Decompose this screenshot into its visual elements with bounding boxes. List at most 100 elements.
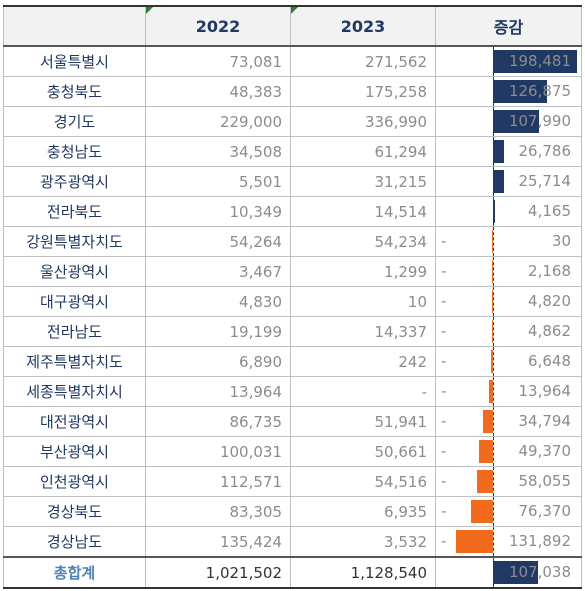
value-2022: 135,424: [145, 526, 291, 558]
table-row: 울산광역시 3,467 1,299- 2,168: [3, 256, 582, 287]
change-bar: [493, 200, 495, 223]
change-value: 131,892: [508, 532, 571, 550]
region-name: 대구광역시: [3, 286, 146, 317]
region-name: 충청북도: [3, 76, 146, 107]
change-cell: - 4,820: [435, 286, 582, 317]
change-value: 76,370: [518, 502, 572, 520]
bar-axis: [493, 527, 494, 556]
region-name: 부산광역시: [3, 436, 146, 467]
change-bar: [492, 230, 493, 253]
change-cell: - 4,862: [435, 316, 582, 347]
bar-axis: [493, 317, 494, 346]
table-row: 경상북도 83,305 6,935- 76,370: [3, 496, 582, 527]
value-2022: 10,349: [145, 196, 291, 227]
change-cell: - 58,055: [435, 466, 582, 497]
bar-axis: [493, 257, 494, 286]
table-body: 서울특별시 73,081 271,562 198,481 충청북도 48,383 175,2…: [3, 45, 582, 589]
value-2023: 336,990: [290, 106, 436, 137]
value-2023: 271,562: [290, 45, 436, 77]
region-name: 강원특별자치도: [3, 226, 146, 257]
table-row: 광주광역시 5,501 31,215 25,714: [3, 166, 582, 197]
change-cell: - 30: [435, 226, 582, 257]
value-2023: 242: [290, 346, 436, 377]
bar-axis: [493, 407, 494, 436]
bar-axis: [493, 377, 494, 406]
value-2022: 229,000: [145, 106, 291, 137]
change-value: 4,820: [528, 292, 571, 310]
change-cell: - 6,648: [435, 346, 582, 377]
table-row: 제주특별자치도 6,890 242- 6,648: [3, 346, 582, 377]
change-cell: 26,786: [435, 136, 582, 167]
negative-sign: -: [441, 472, 447, 490]
region-name: 경상남도: [3, 526, 146, 558]
change-bar: [493, 80, 547, 103]
regional-comparison-table: 2022 2023 증감 서울특별시 73,081 271,562 198,481 충청…: [3, 5, 582, 589]
change-cell: 198,481: [435, 45, 582, 77]
table-row: 대구광역시 4,830 10- 4,820: [3, 286, 582, 317]
value-2022: 3,467: [145, 256, 291, 287]
change-cell: 107,038: [435, 556, 582, 589]
bar-axis: [493, 467, 494, 496]
change-value: 126,875: [508, 82, 571, 100]
value-2023: 6,935: [290, 496, 436, 527]
header-region: [3, 5, 146, 47]
change-bar: [479, 440, 493, 463]
change-value: 34,794: [518, 412, 572, 430]
change-cell: 126,875: [435, 76, 582, 107]
value-2023: 14,514: [290, 196, 436, 227]
region-name: 광주광역시: [3, 166, 146, 197]
value-2023: 31,215: [290, 166, 436, 197]
bar-axis: [493, 287, 494, 316]
change-bar: [493, 140, 505, 163]
value-2022: 1,021,502: [145, 556, 291, 589]
value-2023: 50,661: [290, 436, 436, 467]
table-row: 부산광역시 100,031 50,661- 49,370: [3, 436, 582, 467]
change-bar: [483, 410, 493, 433]
change-bar: [493, 561, 539, 584]
change-bar: [489, 380, 493, 403]
region-name: 세종특별자치시: [3, 376, 146, 407]
negative-sign: -: [441, 532, 447, 550]
value-2023: 1,128,540: [290, 556, 436, 589]
change-bar: [493, 170, 504, 193]
change-value: 107,990: [508, 112, 571, 130]
table-row: 강원특별자치도 54,264 54,234- 30: [3, 226, 582, 257]
change-value: 26,786: [518, 142, 572, 160]
value-2022: 34,508: [145, 136, 291, 167]
region-name: 전라북도: [3, 196, 146, 227]
change-cell: - 2,168: [435, 256, 582, 287]
value-2022: 100,031: [145, 436, 291, 467]
change-bar: [476, 470, 493, 493]
region-name: 경상북도: [3, 496, 146, 527]
table-row: 세종특별자치시 13,964- -13,964: [3, 376, 582, 407]
negative-sign: -: [441, 442, 447, 460]
change-bar: [491, 350, 493, 373]
region-name: 전라남도: [3, 316, 146, 347]
negative-sign: -: [441, 352, 447, 370]
total-row: 총합계 1,021,502 1,128,540 107,038: [3, 556, 582, 589]
table-row: 전라북도 10,349 14,514 4,165: [3, 196, 582, 227]
change-value: 25,714: [518, 172, 572, 190]
value-2022: 19,199: [145, 316, 291, 347]
change-bar: [493, 50, 577, 73]
change-value: 198,481: [508, 52, 571, 70]
value-2022: 4,830: [145, 286, 291, 317]
value-2023: 61,294: [290, 136, 436, 167]
region-name: 서울특별시: [3, 45, 146, 77]
change-value: 30: [551, 232, 571, 250]
change-cell: 4,165: [435, 196, 582, 227]
change-value: 58,055: [518, 472, 572, 490]
change-bar: [491, 290, 493, 313]
change-cell: - 76,370: [435, 496, 582, 527]
change-cell: 25,714: [435, 166, 582, 197]
negative-sign: -: [441, 502, 447, 520]
change-bar: [471, 500, 493, 523]
change-value: 4,165: [528, 202, 571, 220]
table-row: 인천광역시 112,571 54,516- 58,055: [3, 466, 582, 497]
table-row: 전라남도 19,199 14,337- 4,862: [3, 316, 582, 347]
change-value: 107,038: [508, 563, 571, 581]
table-row: 경기도 229,000 336,990 107,990: [3, 106, 582, 137]
total-label: 총합계: [3, 556, 146, 589]
change-cell: - 13,964: [435, 376, 582, 407]
change-bar: [492, 260, 493, 283]
